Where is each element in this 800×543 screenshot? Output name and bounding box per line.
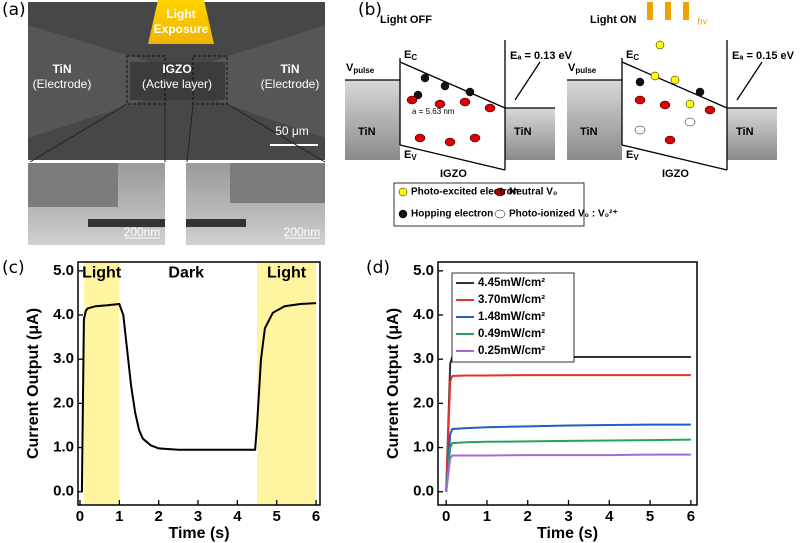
legend-label: Photo-ionized V₀ : V₀²⁺: [509, 209, 618, 220]
panel-label: (d): [366, 258, 390, 278]
scale-bar-label: 50 μm: [275, 124, 309, 138]
legend-label: 1.48mW/cm²: [478, 311, 545, 323]
band-label: IGZO: [440, 168, 467, 180]
band-label: IGZO: [662, 168, 689, 180]
y-tick-label: 3.0: [53, 350, 74, 367]
x-tick-label: 5: [646, 508, 654, 525]
legend-label: Hopping electron: [411, 209, 493, 220]
band-label: TiN: [580, 126, 598, 138]
x-tick-label: 3: [194, 508, 202, 525]
y-tick-label: 2.0: [413, 394, 434, 411]
annotation: Dark: [168, 264, 204, 281]
band-label: TiN: [514, 126, 532, 138]
diagram-title: Light OFF: [380, 14, 432, 26]
x-tick-label: 6: [312, 508, 320, 525]
carriers: [398, 2, 716, 219]
scale-bar-label: 200nm: [284, 225, 321, 239]
legend-label: Photo-excited electron: [411, 187, 519, 198]
band-label: Vpulse: [346, 62, 375, 75]
x-tick-label: 0: [76, 508, 84, 525]
data-line: [445, 423, 691, 492]
band-diagram: [345, 40, 777, 227]
y-axis-label: Current Output (μA): [385, 308, 402, 459]
x-tick-label: 4: [233, 508, 242, 525]
sem-label: (Electrode): [261, 77, 320, 91]
plot-frame: [77, 261, 321, 506]
panel-label: (b): [358, 0, 382, 20]
legend-label: 4.45mW/cm²: [478, 277, 545, 289]
x-axis-label: Time (s): [168, 525, 229, 542]
sem-label: IGZO: [162, 62, 191, 76]
band-label: Vpulse: [568, 62, 597, 75]
y-tick-label: 0.0: [53, 483, 74, 500]
band-label: EV: [626, 149, 639, 162]
y-tick-label: 1.0: [413, 439, 434, 456]
sem-label: Exposure: [154, 22, 209, 36]
sem-image: [28, 0, 326, 245]
y-tick-label: 1.0: [53, 439, 74, 456]
y-tick-label: 5.0: [53, 262, 74, 279]
data-line: [445, 438, 691, 492]
panel-label: (a): [2, 0, 26, 20]
band-label: TiN: [736, 126, 754, 138]
x-tick-label: 0: [442, 508, 450, 525]
data-line: [445, 374, 691, 492]
x-tick-label: 4: [605, 508, 614, 525]
x-tick-label: 5: [273, 508, 281, 525]
sem-label: (Active layer): [142, 77, 212, 91]
data-line: [445, 453, 691, 492]
y-axis-label: Current Output (μA): [25, 308, 42, 459]
band-label: EC: [404, 49, 417, 62]
band-label: Eₐ = 0.13 eV: [510, 50, 573, 62]
data-line: [80, 302, 317, 492]
y-tick-label: 3.0: [413, 350, 434, 367]
y-tick-label: 4.0: [53, 306, 74, 323]
band-label: Eₐ = 0.15 eV: [732, 50, 795, 62]
band-label: hν: [697, 16, 708, 28]
legend-label: 0.25mW/cm²: [478, 345, 545, 357]
x-tick-label: 2: [154, 508, 162, 525]
x-axis-label: Time (s): [537, 525, 598, 542]
x-tick-label: 1: [115, 508, 123, 525]
shaded-region: [257, 262, 317, 505]
charts: 0 1 2 3 4 5 6 0.0 1.0 2.0 3.0 4.0 5.0 Time (s) Current…: [25, 261, 698, 542]
scale-bar-label: 200nm: [124, 225, 161, 239]
y-tick-label: 4.0: [413, 306, 434, 323]
shaded-region: [83, 262, 120, 505]
annotation: Light: [267, 264, 307, 281]
y-tick-label: 5.0: [413, 262, 434, 279]
band-label: a = 5.63 nm: [412, 107, 455, 116]
x-tick-label: 2: [524, 508, 532, 525]
x-tick-label: 6: [687, 508, 695, 525]
legend-label: 3.70mW/cm²: [478, 294, 545, 306]
sem-label: Light: [166, 7, 195, 21]
annotation: Light: [82, 264, 122, 281]
sem-label: (Electrode): [33, 77, 92, 91]
sem-label: TiN: [280, 62, 299, 76]
plot-frame: [437, 261, 698, 506]
band-label: EC: [626, 49, 639, 62]
x-tick-label: 1: [483, 508, 491, 525]
y-tick-label: 2.0: [53, 394, 74, 411]
legend-label: Neutral V₀: [509, 187, 557, 198]
sem-label: TiN: [52, 62, 71, 76]
y-tick-label: 0.0: [413, 483, 434, 500]
band-label: EV: [404, 149, 417, 162]
legend-label: 0.49mW/cm²: [478, 328, 545, 340]
panel-label: (c): [2, 258, 25, 278]
band-label: TiN: [358, 126, 376, 138]
x-tick-label: 3: [564, 508, 572, 525]
diagram-title: Light ON: [590, 14, 636, 26]
